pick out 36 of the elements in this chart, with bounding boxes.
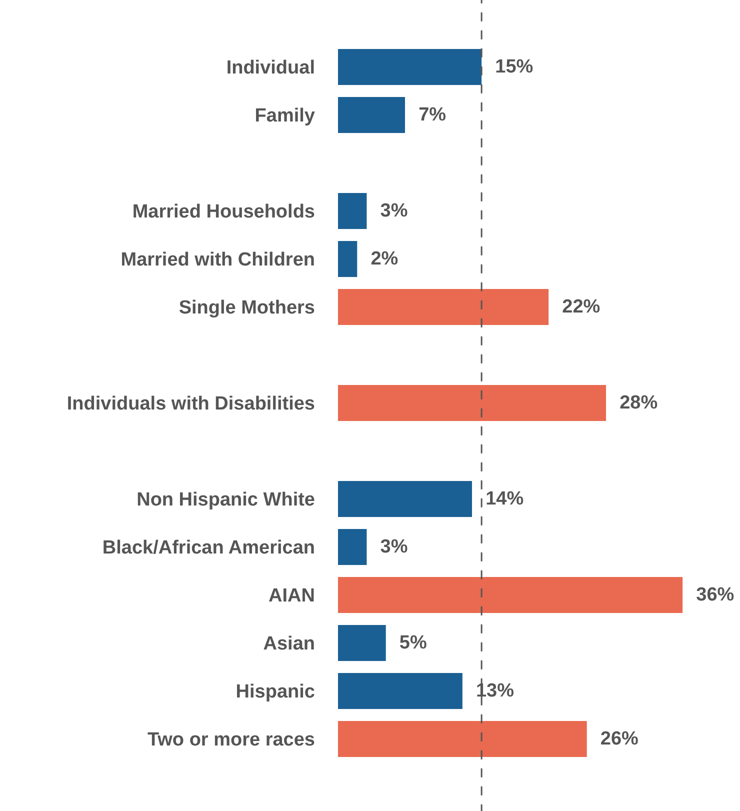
bar [338,49,482,85]
data-label: 2% [370,248,398,270]
y-tick-label: Married Households [132,202,315,223]
y-tick-label: Married with Children [120,250,315,271]
y-tick-label: Non Hispanic White [136,490,315,511]
data-label: 28% [620,392,658,414]
y-tick-label: Family [254,106,316,127]
data-label: 22% [562,296,600,318]
bar [338,241,358,277]
data-label: 13% [476,680,514,702]
y-tick-label: Black/African American [102,538,315,559]
bar [338,673,462,709]
bar [338,193,367,229]
bar [338,289,549,325]
y-tick-label: Individuals with Disabilities [66,394,315,415]
bar [338,529,367,565]
data-label: 15% [495,56,534,78]
data-label: 14% [486,488,524,510]
data-label: 26% [600,728,639,750]
bar [338,385,606,421]
data-label: 7% [418,104,446,126]
bar [338,577,683,613]
bar [338,481,472,517]
y-tick-label: Single Mothers [178,298,315,319]
data-label: 3% [380,200,408,222]
y-tick-label: Asian [263,634,315,655]
bar [338,721,587,757]
bar [338,97,405,133]
y-tick-label: Two or more races [147,730,315,751]
data-label: 36% [696,584,734,606]
data-label: 3% [380,536,408,558]
bar [338,625,386,661]
y-tick-label: Hispanic [236,682,316,703]
data-label: 5% [399,632,427,654]
y-tick-label: AIAN [268,586,315,607]
y-tick-label: Individual [226,58,315,79]
